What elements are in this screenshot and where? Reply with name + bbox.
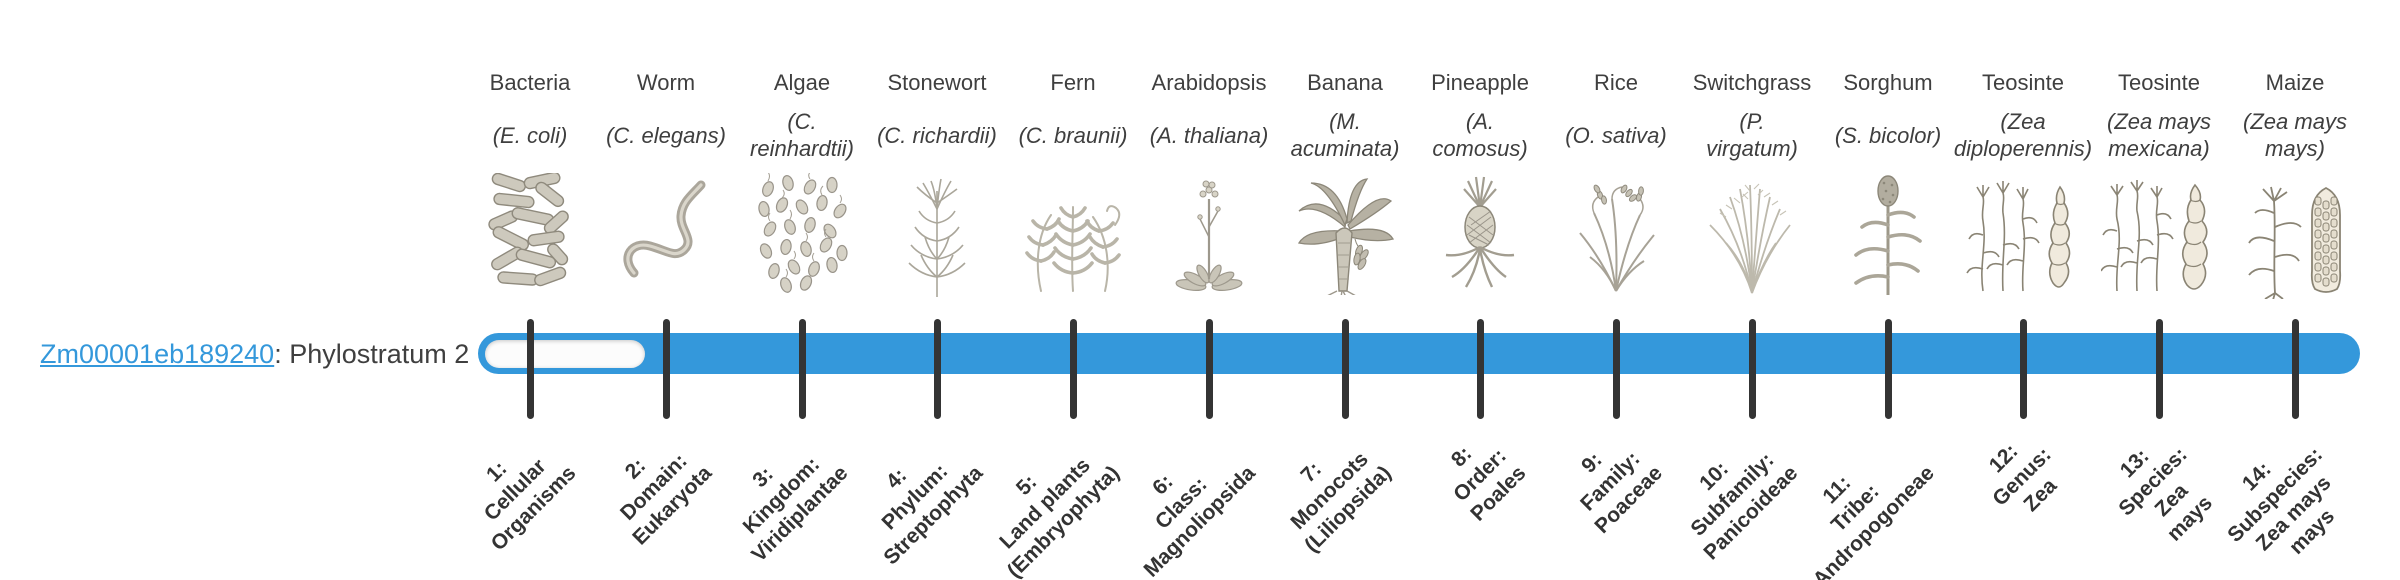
sorghum-icon — [1854, 175, 1922, 295]
organism-species: (Zea diploperennis) — [1953, 109, 2093, 161]
gene-phylostratum-text: : Phylostratum 2 — [274, 339, 470, 369]
fern-icon — [1025, 205, 1121, 292]
timeline-tick — [662, 319, 670, 419]
timeline-tick — [1748, 319, 1756, 419]
switchgrass-icon — [1709, 183, 1791, 294]
algae-icon — [758, 173, 848, 293]
stratum-label: 5: Land plants (Embryophyta) — [995, 453, 1124, 580]
organism-name: Pineapple — [1431, 70, 1529, 95]
banana-icon — [1297, 178, 1395, 295]
organism-species: (S. bicolor) — [1834, 122, 1942, 148]
timeline-bar — [478, 333, 2360, 374]
teosinte-diploperennis-icon — [1966, 181, 2071, 292]
stratum-label: 4: Phylum: Streptophyta — [878, 459, 988, 570]
teosinte-mexicana-icon — [2101, 180, 2208, 292]
stonewort-icon — [908, 178, 966, 297]
organism-species: (M. acuminata) — [1290, 109, 1400, 161]
maize-icon — [2248, 186, 2342, 299]
organism-name: Bacteria — [489, 70, 571, 95]
timeline-unfilled-segment — [485, 340, 645, 368]
organism-name: Rice — [1593, 70, 1639, 95]
organism-name: Teosinte — [2118, 70, 2200, 95]
organism-species: (Zea mays mexicana) — [2107, 109, 2211, 161]
organism-name: Banana — [1307, 70, 1383, 95]
organism-species: (C. elegans) — [606, 122, 726, 148]
timeline-tick — [2291, 319, 2299, 419]
organism-species: (P. virgatum) — [1706, 109, 1798, 161]
stratum-label: 12: Genus: Zea — [1984, 439, 2061, 517]
organism-name: Algae — [773, 70, 831, 95]
organism-name: Sorghum — [1843, 70, 1933, 95]
organism-species: (E. coli) — [492, 122, 568, 148]
organism-species: (Zea mays mays) — [2243, 109, 2347, 161]
organism-species: (A. thaliana) — [1149, 122, 1269, 148]
gene-label: Zm00001eb189240: Phylostratum 2 — [40, 337, 469, 371]
timeline-tick — [1884, 319, 1892, 419]
stratum-label: 14: Subspecies: Zea mays mays — [2223, 443, 2340, 559]
stratum-label: 11: Tribe: Andropogoneae — [1808, 461, 1939, 580]
stratum-label: 7: Monocots (Liliopsida) — [1286, 447, 1396, 557]
stratum-label: 8: Order: Poales — [1447, 442, 1531, 526]
organism-species: (C. reinhardtii) — [750, 109, 854, 161]
timeline-tick — [1341, 319, 1349, 419]
worm-icon — [623, 180, 706, 278]
stratum-label: 2: Domain: Eukaryota — [616, 449, 717, 550]
organism-name: Teosinte — [1982, 70, 2064, 95]
timeline-tick — [2155, 319, 2163, 419]
arabidopsis-icon — [1175, 180, 1243, 291]
organism-name: Maize — [2265, 70, 2325, 95]
organism-name: Fern — [1050, 70, 1096, 95]
organism-name: Arabidopsis — [1151, 70, 1267, 95]
timeline-tick — [1612, 319, 1620, 419]
timeline-tick — [1205, 319, 1213, 419]
timeline-tick — [1069, 319, 1077, 419]
organism-species: (C. braunii) — [1018, 122, 1128, 148]
timeline-tick — [933, 319, 941, 419]
bacteria-icon — [488, 173, 569, 287]
organism-species: (O. sativa) — [1565, 122, 1667, 148]
stratum-label: 9: Family: Poaceae — [1575, 447, 1667, 539]
timeline-tick — [798, 319, 806, 419]
pineapple-icon — [1445, 176, 1515, 288]
stratum-label: 3: Kingdom: Viridiplantae — [739, 452, 853, 567]
rice-icon — [1579, 184, 1655, 292]
organism-name: Switchgrass — [1692, 70, 1812, 95]
stratum-label: 6: Class: Magnoliopsida — [1139, 461, 1260, 580]
gene-id-link[interactable]: Zm00001eb189240 — [40, 339, 275, 369]
organism-species: (A. comosus) — [1432, 109, 1528, 161]
timeline-tick — [2019, 319, 2027, 419]
organism-name: Worm — [636, 70, 696, 95]
organism-species: (C. richardii) — [877, 122, 997, 148]
timeline-tick — [1476, 319, 1484, 419]
stratum-label: 13: Species: Zea mays — [2114, 443, 2217, 546]
organism-name: Stonewort — [887, 70, 987, 95]
stratum-label: 1: Cellular Organisms — [480, 454, 581, 556]
timeline-tick — [526, 319, 534, 419]
